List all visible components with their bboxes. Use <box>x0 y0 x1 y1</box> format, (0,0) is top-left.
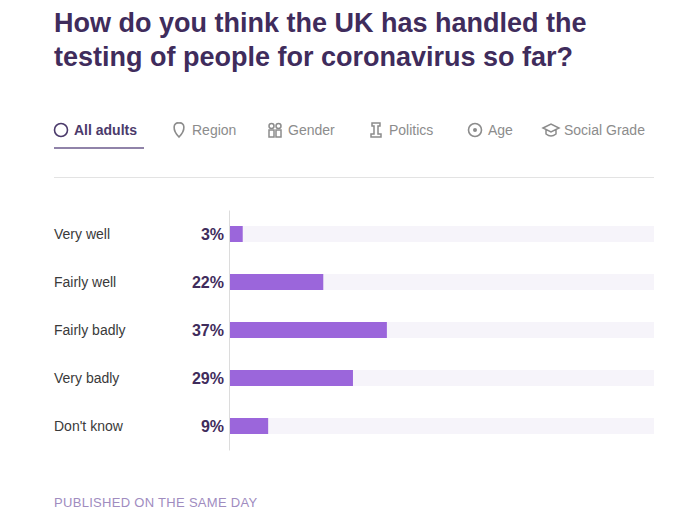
tab-icon <box>269 124 274 129</box>
tab-label: Region <box>192 122 236 138</box>
tab-label: Gender <box>288 122 335 138</box>
category-label: Very well <box>54 226 110 242</box>
data-label: 9% <box>201 418 224 435</box>
bar-track <box>230 322 654 338</box>
axis-line <box>229 211 230 451</box>
bars <box>230 226 387 434</box>
data-label: 3% <box>201 226 224 243</box>
data-label: 29% <box>192 370 224 387</box>
tab-icon <box>276 130 281 137</box>
data-labels: 3% 22% 37% 29% 9% <box>192 226 224 435</box>
tab-icon <box>174 123 184 137</box>
chart-svg: How do you think the UK has handled the t… <box>0 0 691 521</box>
tab-icon <box>543 124 559 136</box>
bar <box>230 418 268 434</box>
y-axis <box>229 211 230 451</box>
bar-track <box>230 226 654 242</box>
tab-icon <box>276 124 281 129</box>
category-label: Fairly badly <box>54 322 126 338</box>
bar-track <box>230 418 654 434</box>
footer[interactable]: PUBLISHED ON THE SAME DAY <box>54 495 258 510</box>
data-label: 37% <box>192 322 224 339</box>
tab-label: Politics <box>389 122 433 138</box>
category-label: Fairly well <box>54 274 116 290</box>
tab-icon <box>469 124 482 137</box>
title-line: How do you think the UK has handled the <box>54 8 587 38</box>
tab[interactable]: Politics <box>371 122 433 138</box>
tab-label: All adults <box>74 122 137 138</box>
title-line: testing of people for coronavirus so far… <box>54 42 573 72</box>
tabs: All adults Region Gender Politics Age Social … <box>54 122 645 148</box>
bar <box>230 322 387 338</box>
tab[interactable]: Gender <box>269 122 335 138</box>
tab[interactable]: Social Grade <box>543 122 645 138</box>
tracks <box>230 226 654 434</box>
tab[interactable]: All adults <box>55 122 138 138</box>
bar <box>230 226 243 242</box>
tab[interactable]: Region <box>174 122 236 138</box>
separator <box>54 177 654 178</box>
tab-icon <box>269 130 274 137</box>
category-label: Don't know <box>54 418 124 434</box>
tab-icon <box>55 124 68 137</box>
tab-icon <box>371 123 381 137</box>
tab[interactable]: Age <box>469 122 514 138</box>
category-labels: Very well Fairly well Fairly badly Very bad… <box>54 226 126 434</box>
title: How do you think the UK has handled the t… <box>54 8 587 72</box>
category-label: Very badly <box>54 370 119 386</box>
tab-icon <box>473 128 477 132</box>
bar <box>230 274 323 290</box>
tab-underline <box>54 147 144 149</box>
tab-label: Social Grade <box>564 122 645 138</box>
bar-track <box>230 274 654 290</box>
bar-track <box>230 370 654 386</box>
data-label: 22% <box>192 274 224 291</box>
bar <box>230 370 353 386</box>
tab-label: Age <box>488 122 513 138</box>
